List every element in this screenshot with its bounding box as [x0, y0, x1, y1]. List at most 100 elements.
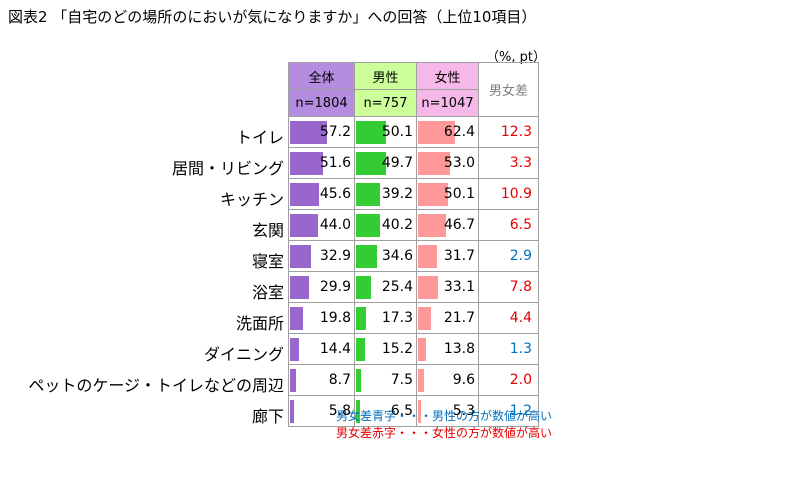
diff-value: 12.3 [478, 116, 539, 148]
data-label: 44.0 [319, 216, 351, 233]
category-label: 居間・リビング [171, 159, 284, 178]
value-cell: 57.2 [288, 116, 355, 148]
table-row: 29.9 25.4 33.1 7.8 [288, 271, 539, 303]
bar [290, 275, 310, 299]
value-cell: 21.7 [416, 302, 479, 334]
legend-notes: 男女差青字・・・男性の方が数値が高い 男女差赤字・・・女性の方が数値が高い [336, 408, 552, 442]
category-label: キッチン [219, 190, 284, 209]
category-label: 寝室 [251, 252, 284, 271]
bar [290, 213, 319, 237]
note-red: 男女差赤字・・・女性の方が数値が高い [336, 426, 553, 440]
header-female: 女性 [416, 62, 479, 90]
bar [418, 120, 456, 144]
table-row: 19.8 17.3 21.7 4.4 [288, 302, 539, 334]
table-row: 57.2 50.1 62.4 12.3 [288, 116, 539, 148]
data-label: 5.8 [328, 402, 351, 419]
category-label: ペットのケージ・トイレなどの周辺 [28, 376, 284, 395]
category-label: 洗面所 [235, 314, 284, 333]
data-label: 32.9 [319, 247, 351, 264]
data-label: 50.1 [381, 123, 413, 140]
table-row: 32.9 34.6 31.7 2.9 [288, 240, 539, 272]
data-label: 34.6 [381, 247, 413, 264]
n-female: n=1047 [416, 89, 479, 117]
bar [356, 337, 366, 361]
data-label: 15.2 [381, 340, 413, 357]
value-cell: 8.7 [288, 364, 355, 396]
data-label: 19.8 [319, 309, 351, 326]
header-all: 全体 [288, 62, 355, 90]
data-label: 40.2 [381, 216, 413, 233]
bar [418, 213, 446, 237]
category-label: ダイニング [203, 345, 284, 364]
value-cell: 53.0 [416, 147, 479, 179]
data-label: 31.7 [443, 247, 475, 264]
table-row: 5.8 6.5 5.3 1.2 [288, 395, 539, 427]
value-cell: 32.9 [288, 240, 355, 272]
value-cell: 51.6 [288, 147, 355, 179]
value-cell: 25.4 [354, 271, 417, 303]
bar [418, 151, 450, 175]
bar [356, 213, 381, 237]
data-label: 9.6 [452, 371, 475, 388]
data-label: 6.5 [390, 402, 413, 419]
data-label: 14.4 [319, 340, 351, 357]
data-label: 45.6 [319, 185, 351, 202]
bar [290, 337, 300, 361]
bar [356, 120, 387, 144]
data-label: 50.1 [443, 185, 475, 202]
table-row: 44.0 40.2 46.7 6.5 [288, 209, 539, 241]
bar [418, 275, 438, 299]
bar [356, 244, 377, 268]
value-cell: 46.7 [416, 209, 479, 241]
category-label: トイレ [235, 128, 284, 147]
bar [418, 306, 431, 330]
value-cell: 13.8 [416, 333, 479, 365]
diff-value: 7.8 [478, 271, 539, 303]
data-label: 8.7 [328, 371, 351, 388]
data-label: 7.5 [390, 371, 413, 388]
chart-title: 図表2 「自宅のどの場所のにおいが気になりますか」への回答（上位10項目） [8, 8, 537, 26]
value-cell: 5.8 [288, 395, 355, 427]
bar [356, 368, 361, 392]
diff-value: 3.3 [478, 147, 539, 179]
value-cell: 49.7 [354, 147, 417, 179]
data-label: 29.9 [319, 278, 351, 295]
value-cell: 9.6 [416, 364, 479, 396]
bar [418, 337, 427, 361]
data-label: 33.1 [443, 278, 475, 295]
data-label: 39.2 [381, 185, 413, 202]
table-row: 14.4 15.2 13.8 1.3 [288, 333, 539, 365]
n-all: n=1804 [288, 89, 355, 117]
value-cell: 33.1 [416, 271, 479, 303]
bar [418, 244, 437, 268]
diff-value: 2.9 [478, 240, 539, 272]
bar [290, 306, 303, 330]
value-cell: 50.1 [416, 178, 479, 210]
bar [290, 120, 327, 144]
table-row: 51.6 49.7 53.0 3.3 [288, 147, 539, 179]
bar [418, 182, 449, 206]
value-cell: 34.6 [354, 240, 417, 272]
bar [290, 151, 323, 175]
data-label: 25.4 [381, 278, 413, 295]
table-row: 8.7 7.5 9.6 2.0 [288, 364, 539, 396]
value-cell: 14.4 [288, 333, 355, 365]
value-cell: 6.5 [354, 395, 417, 427]
value-cell: 5.3 [416, 395, 479, 427]
data-label: 57.2 [319, 123, 351, 140]
bar [356, 306, 367, 330]
bar [356, 151, 386, 175]
data-label: 49.7 [381, 154, 413, 171]
results-table: 全体 男性 女性 男女差 n=1804 n=757 n=1047 57.2 50.… [288, 62, 539, 427]
diff-value: 4.4 [478, 302, 539, 334]
bar [356, 182, 380, 206]
value-cell: 29.9 [288, 271, 355, 303]
value-cell: 44.0 [288, 209, 355, 241]
category-label: 廊下 [251, 407, 284, 426]
data-label: 53.0 [443, 154, 475, 171]
value-cell: 17.3 [354, 302, 417, 334]
data-label: 17.3 [381, 309, 413, 326]
data-label: 21.7 [443, 309, 475, 326]
value-cell: 40.2 [354, 209, 417, 241]
value-cell: 45.6 [288, 178, 355, 210]
